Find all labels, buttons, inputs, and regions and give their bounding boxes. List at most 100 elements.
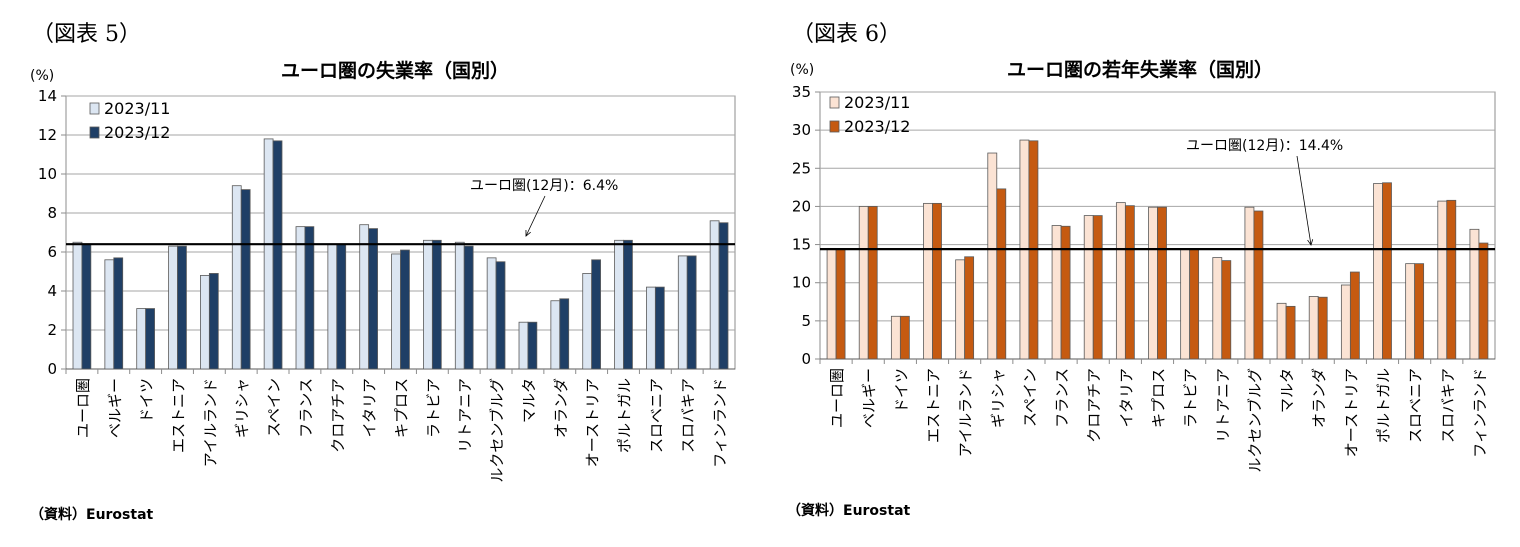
y-tick-label: 4: [47, 282, 57, 300]
x-tick-label: ルクセンブルグ: [1246, 368, 1264, 473]
bar-2023-12: [1414, 263, 1425, 360]
bar-2023-11: [1051, 225, 1062, 360]
bar-2023-12: [1446, 199, 1457, 360]
bar-2023-11: [890, 315, 901, 360]
y-tick-label: 6: [47, 243, 57, 261]
reference-line-label: ユーロ圏(12月)：14.4%: [1186, 138, 1343, 154]
bar-2023-12: [1285, 305, 1296, 360]
bar-2023-12: [559, 298, 570, 370]
legend-swatch: [89, 126, 100, 139]
bar-2023-11: [646, 286, 656, 370]
bar-2023-11: [858, 206, 869, 360]
x-tick-label: ポルトガル: [1375, 368, 1393, 443]
bar-2023-11: [72, 241, 83, 370]
legend-label: 2023/12: [104, 123, 170, 142]
x-tick-label: リトアニア: [1214, 368, 1232, 443]
y-tick-label: 0: [47, 360, 57, 378]
bar-2023-11: [104, 259, 115, 370]
bar-2023-11: [1115, 202, 1126, 360]
y-tick-label: 14: [38, 87, 57, 105]
reference-line-label: ユーロ圏(12月)：6.4%: [470, 178, 618, 194]
x-tick-label: エストニア: [925, 368, 943, 443]
x-tick-label: クロアチア: [1085, 368, 1103, 443]
y-tick-label: 20: [792, 197, 811, 215]
bar-2023-12: [272, 140, 283, 370]
x-tick-label: フランス: [297, 378, 315, 438]
y-tick-label: 2: [47, 321, 57, 339]
bar-2023-12: [1060, 225, 1071, 360]
bar-2023-12: [1124, 205, 1135, 360]
bar-2023-12: [1189, 248, 1200, 360]
figure-5-panel: （図表 5） ユーロ圏の失業率（国別） (%) 0 2 4 6 8 10 12 14 ユーロ圏 ベルギ…: [30, 22, 736, 523]
annotation-arrow: [1296, 155, 1312, 246]
x-tick-label: スペイン: [265, 378, 283, 437]
bar-2023-12: [1317, 296, 1328, 360]
x-tick-label: ポルトガル: [616, 378, 634, 453]
bar-2023-11: [231, 185, 242, 370]
x-tick-label: ギリシャ: [233, 378, 251, 438]
bar-2023-12: [996, 188, 1007, 360]
x-tick-label: ベルギー: [106, 378, 124, 438]
bar-2023-12: [463, 245, 474, 370]
annotation-arrow: [525, 195, 546, 237]
x-tick-label: ベルギー: [860, 368, 878, 428]
bar-2023-12: [1349, 271, 1360, 360]
bar-2023-12: [368, 228, 378, 370]
x-tick-label: ラトビア: [1182, 368, 1200, 428]
bar-2023-11: [423, 239, 433, 370]
youth-unemployment-chart: ユーロ圏の若年失業率（国別） (%) 0 5 10 15 20 25 30 35 ユーロ圏 ベルギード…: [790, 58, 1496, 473]
x-tick-label: イタリア: [361, 378, 379, 437]
y-axis-unit: (%): [30, 68, 54, 84]
x-tick-label: クロアチア: [329, 378, 347, 453]
bar-2023-12: [1253, 210, 1264, 360]
bar-2023-12: [304, 226, 315, 370]
x-tick-label: マルタ: [520, 378, 538, 423]
bar-2023-11: [1437, 200, 1448, 360]
bar-2023-12: [240, 189, 251, 370]
y-tick-label: 5: [801, 312, 811, 330]
bar-2023-11: [486, 257, 497, 370]
x-tick-label: スロベニア: [647, 378, 665, 453]
bar-2023-11: [391, 253, 401, 370]
x-tick-label: オランダ: [552, 378, 570, 438]
unemployment-chart: ユーロ圏の失業率（国別） (%) 0 2 4 6 8 10 12 14 ユーロ圏 ベルギー ドイツ エスト…: [30, 59, 736, 483]
x-tick-label: オーストリア: [584, 378, 602, 467]
bar-2023-11: [200, 274, 210, 370]
bar-2023-11: [1083, 215, 1094, 360]
y-tick-label: 10: [792, 274, 811, 292]
x-tick-label: スロベニア: [1407, 368, 1425, 443]
legend-label: 2023/12: [844, 117, 910, 136]
y-tick-label: 15: [792, 236, 811, 254]
bar-2023-11: [1405, 263, 1416, 360]
y-tick-label: 30: [792, 121, 811, 139]
y-tick-label: 12: [38, 126, 57, 144]
bar-2023-12: [113, 257, 124, 370]
bar-2023-11: [709, 220, 720, 370]
x-tick-label: マルタ: [1278, 368, 1296, 413]
bar-2023-12: [867, 206, 878, 360]
bar-2023-11: [1276, 302, 1287, 360]
x-tick-label: スロバキア: [1439, 368, 1457, 443]
x-tick-label: フィンランド: [1471, 368, 1489, 458]
source-note: （資料）Eurostat: [787, 503, 911, 519]
legend-label: 2023/11: [844, 93, 910, 112]
bar-2023-12: [899, 315, 910, 360]
bar-2023-11: [168, 245, 178, 370]
bar-2023-11: [1308, 296, 1319, 360]
x-tick-label: フランス: [1053, 368, 1071, 428]
bar-2023-12: [932, 202, 942, 360]
bar-2023-12: [654, 286, 665, 370]
bar-2023-11: [955, 259, 966, 360]
x-tick-label: エストニア: [170, 378, 188, 453]
bar-2023-12: [208, 273, 219, 370]
bar-2023-12: [1382, 182, 1392, 360]
bar-2023-12: [718, 222, 729, 370]
figure-label: （図表 5）: [32, 22, 141, 47]
bar-2023-11: [826, 247, 837, 360]
bar-2023-12: [400, 249, 410, 370]
arrow-head: [525, 229, 531, 237]
bar-2023-12: [81, 243, 92, 370]
bar-2023-12: [1157, 206, 1167, 360]
y-tick-label: 25: [792, 159, 811, 177]
x-tick-label: アイルランド: [201, 378, 219, 467]
